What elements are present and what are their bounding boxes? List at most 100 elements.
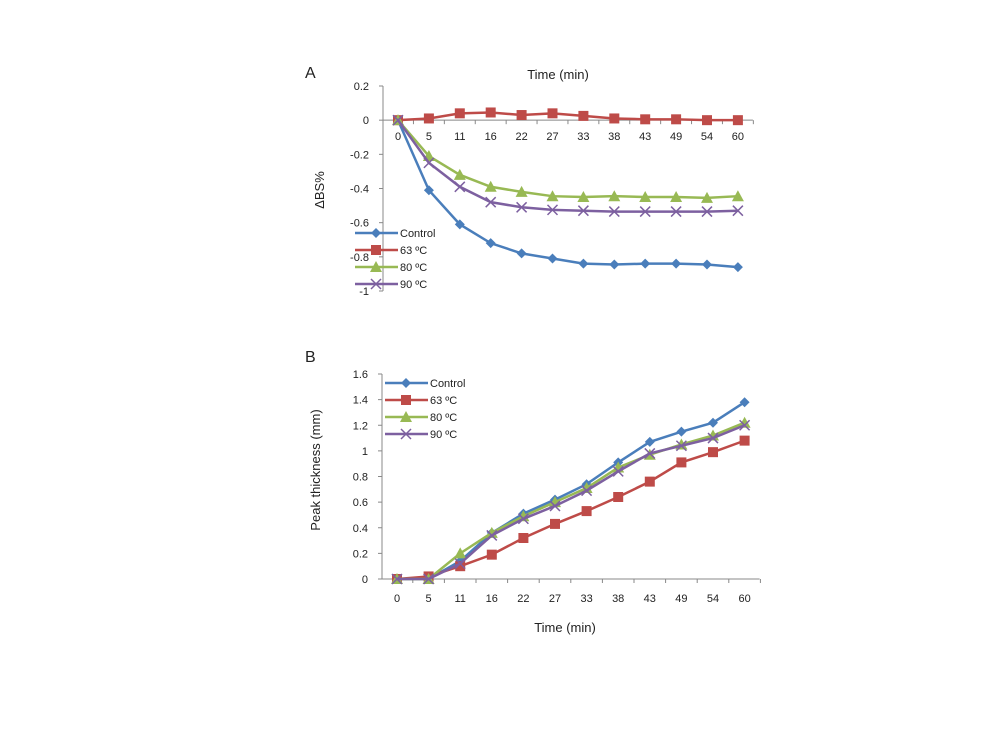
chart-b-x-tick-label: 33 [580, 593, 592, 605]
chart-a-data-point [608, 190, 621, 202]
chart-a-data-point [516, 110, 527, 121]
chart-a-y-tick-label: -1 [359, 286, 369, 298]
chart-a-x-tick-label: 43 [639, 131, 651, 143]
chart-b-data-point [739, 419, 751, 431]
chart-a-data-point [577, 205, 589, 217]
chart-b-data-point [739, 397, 750, 408]
chart-a-data-point [485, 196, 497, 208]
chart-b-ylabel: Peak thickness (mm) [308, 409, 323, 530]
chart-a-y-tick-label: 0 [363, 115, 369, 127]
chart-b-data-point [550, 518, 560, 529]
chart-b-data-point [455, 561, 466, 572]
chart-a-x-tick-label: 49 [670, 131, 682, 143]
chart-b-legend-label: 63 ºC [430, 395, 457, 407]
chart-b-data-point [454, 547, 467, 559]
chart-b-x-tick-label: 38 [612, 593, 624, 605]
chart-b-data-point [613, 492, 624, 502]
chart-b-data-point [707, 432, 719, 444]
chart-a-x-tick-label: 38 [608, 131, 620, 143]
chart-b-legend-marker [400, 428, 412, 440]
chart-b-data-point [423, 573, 435, 585]
chart-a-data-point [423, 185, 434, 196]
chart-a-data-point [639, 191, 652, 203]
chart-a-x-tick-label: 0 [395, 131, 401, 143]
chart-a-legend-label: 80 ºC [400, 262, 427, 274]
panel-label-a: A [305, 65, 316, 82]
chart-b-data-point [676, 457, 687, 468]
chart-a-ylabel: ΔBS% [312, 171, 327, 209]
chart-a-data-point [609, 113, 620, 124]
chart-a-data-point [485, 238, 496, 249]
chart-b-y-tick-label: 0 [362, 574, 368, 586]
chart-a-x-tick-label: 27 [546, 131, 558, 143]
chart-a-y-tick-label: -0.4 [350, 184, 369, 196]
chart-a-series-line [396, 119, 738, 213]
chart-a-x-tick-label: 16 [485, 131, 497, 143]
chart-a-data-point [454, 108, 465, 119]
chart-a-data-point [516, 201, 528, 213]
chart-a-x-tick-label: 11 [454, 131, 465, 143]
chart-b-legend-label: 80 ºC [430, 412, 457, 424]
chart-a-legend-label: Control [400, 228, 435, 240]
chart-a-data-point [453, 168, 466, 180]
chart-a-data-point [454, 219, 465, 230]
chart-a-legend-marker [370, 278, 382, 290]
chart-a-data-point [702, 259, 712, 270]
chart-b-data-point [486, 549, 497, 560]
chart-b-x-tick-label: 5 [426, 593, 432, 605]
chart-b-data-point [581, 485, 593, 497]
chart-a-data-point [608, 206, 620, 218]
chart-b-legend-label: 90 ºC [430, 429, 457, 441]
chart-b-series-line [397, 401, 746, 581]
chart-a-x-tick-label: 5 [426, 131, 432, 143]
chart-b-data-point [644, 447, 656, 459]
chart-a-data-point [547, 253, 558, 264]
chart-a-xlabel: Time (min) [527, 67, 589, 82]
chart-b-legend-marker [401, 378, 411, 388]
chart-a-series-line [396, 119, 739, 269]
chart-a-y-tick-label: 0.2 [354, 81, 369, 93]
chart-b-data-point [708, 417, 718, 428]
chart-b-y-tick-label: 1 [362, 446, 368, 458]
chart-a-data-point [701, 191, 713, 203]
chart-a-series-line [397, 111, 738, 122]
chart-a-data-point [732, 115, 743, 126]
panel-label-b: B [305, 349, 316, 366]
chart-a-x-tick-label: 22 [515, 131, 527, 143]
chart-a-data-point [485, 107, 496, 118]
chart-a-data-point [640, 114, 651, 125]
chart-a-data-point [670, 206, 682, 218]
chart-a-data-point [731, 190, 744, 202]
chart-a-data-point [516, 248, 527, 259]
chart-a-x-tick-label: 54 [701, 131, 713, 143]
chart-a-data-point [546, 190, 559, 202]
chart-a-y-tick-label: -0.6 [350, 218, 369, 230]
chart-b-x-tick-label: 54 [707, 593, 719, 605]
chart-a-legend-marker [371, 228, 381, 238]
chart-a-data-point [577, 191, 590, 203]
chart-a-data-point [670, 191, 683, 203]
chart-b-y-tick-label: 1.4 [353, 395, 368, 407]
chart-b-data-point [739, 435, 750, 446]
chart-b-data-point [580, 482, 593, 494]
chart-a-series-line [397, 119, 738, 200]
chart-b-data-point [518, 533, 529, 543]
chart-b-y-tick-label: 0.2 [353, 548, 368, 560]
chart-b-data-point [675, 440, 687, 452]
chart-b-x-tick-label: 49 [675, 593, 687, 605]
chart-b-data-point [676, 426, 687, 437]
chart-a-legend-label: 90 ºC [400, 279, 427, 291]
chart-b-series-line [397, 421, 746, 581]
chart-b-x-tick-label: 11 [454, 593, 465, 605]
chart-b-y-tick-label: 0.6 [353, 497, 368, 509]
chart-b-y-tick-label: 1.6 [353, 369, 368, 381]
chart-b-data-point [517, 513, 529, 525]
chart-b-data-point [708, 447, 718, 458]
chart-b-x-tick-label: 22 [517, 593, 529, 605]
chart-b-data-point [644, 436, 655, 447]
chart-a-data-point [484, 180, 497, 192]
chart-a-data-point [515, 185, 528, 197]
chart-b-series-line [396, 439, 746, 581]
chart-b-legend-label: Control [430, 378, 465, 390]
